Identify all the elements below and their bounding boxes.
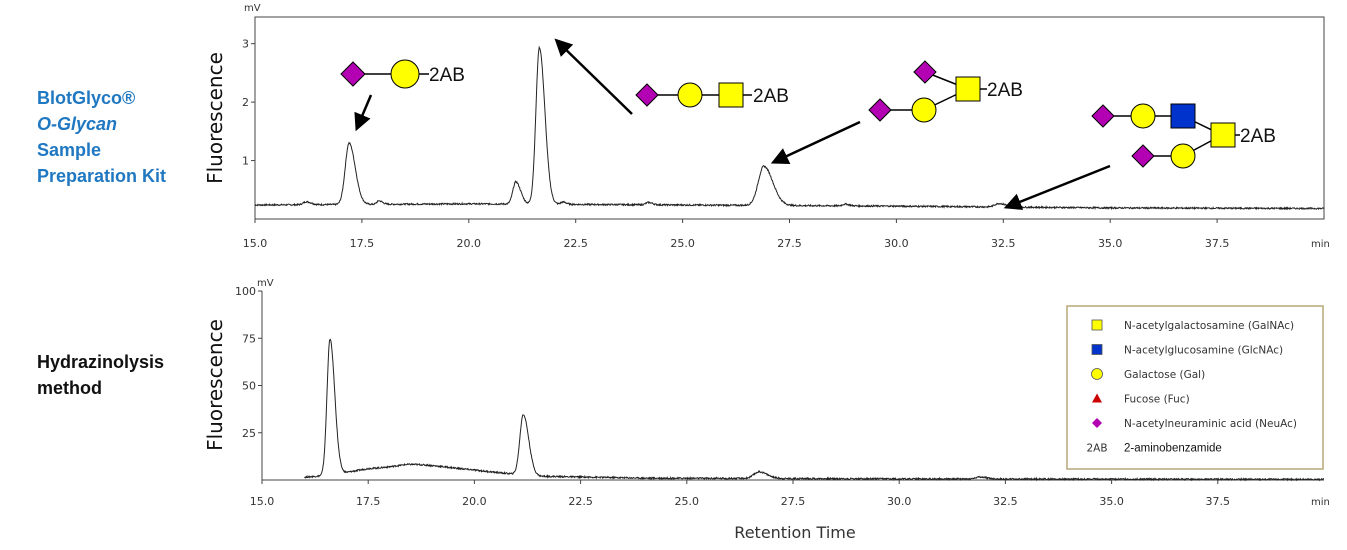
panel1-x-unit: min [1311,239,1330,250]
panel2-x-tick-label: 27.5 [781,495,806,508]
kit-name-line2: O-Glycan [37,114,118,134]
method-name-line2: method [37,378,102,398]
neuac-diamond-icon [340,61,366,87]
arrow-peak3 [770,120,861,165]
galactose-circle-icon [911,97,937,123]
glcnac-square-icon [1170,103,1196,129]
legend-label: N-acetylneuraminic acid (NeuAc) [1124,418,1297,430]
panel2-side-label: Hydrazinolysis method [37,349,164,401]
panel2-y-tick-label: 75 [242,332,256,345]
panel2-x-tick-label: 17.5 [356,495,381,508]
neuac-diamond-icon [635,83,659,107]
panel1-y-axis-label: Fluorescence [203,52,227,184]
panel1-y-tick-label: 3 [242,38,249,51]
panel2-x-tick-label: 30.0 [887,495,912,508]
panel2-x-tick-label: 32.5 [993,495,1018,508]
galactose-circle-icon [677,82,703,108]
x-axis-label: Retention Time [734,523,855,542]
panel2-x-tick-label: 20.0 [462,495,487,508]
arrow-peak1 [354,94,373,132]
glycan-4-tag: 2AB [1240,126,1276,147]
panel2-y-unit: mV [257,278,274,289]
legend-square-icon [1091,319,1103,331]
galactose-circle-icon [1130,103,1156,129]
panel2-x-tick-label: 15.0 [250,495,275,508]
legend-label: N-acetylgalactosamine (GalNAc) [1124,320,1294,332]
glycan-2-tag: 2AB [753,86,789,107]
panel1-x-tick-label: 32.5 [991,237,1016,250]
galnac-square-icon [1210,122,1236,148]
glycan-1: 2AB [340,59,465,89]
method-name-line1: Hydrazinolysis [37,352,165,372]
panel2-chart: 15.0 17.5 20.0 22.5 25.0 27.5 30.0 32.5 35.0 37.5… [203,278,1330,542]
panel1-axes: 15.0 17.5 20.0 22.5 25.0 27.5 30.0 32.5 35.0 37.5… [242,38,1229,250]
panel2-y-tick-label: 100 [235,285,256,298]
panel2-x-tick-label: 35.0 [1099,495,1124,508]
panel1-chart: 15.0 17.5 20.0 22.5 25.0 27.5 30.0 32.5 35.0 37.5… [203,3,1330,250]
galactose-circle-icon [1170,143,1196,169]
panel1-x-tick-label: 22.5 [563,237,588,250]
panel2-y-tick-label: 25 [242,427,256,440]
neuac-diamond-icon [1131,144,1155,168]
legend-label: Fucose (Fuc) [1124,394,1190,406]
kit-name-line4: Preparation Kit [37,166,167,186]
glycan-4: 2AB [1091,103,1276,169]
panel1-y-tick-label: 2 [242,96,249,109]
legend-triangle-icon [1092,393,1102,403]
legend-label: Galactose (Gal) [1124,369,1205,381]
panel1-trace [254,45,1325,211]
legend-circle-icon [1091,368,1103,380]
glycan-1-tag: 2AB [429,65,465,86]
panel1-x-tick-label: 25.0 [670,237,695,250]
panel1-x-tick-label: 20.0 [457,237,482,250]
panel1-x-tick-label: 35.0 [1098,237,1123,250]
legend-label: N-acetylglucosamine (GlcNAc) [1124,345,1283,357]
galactose-circle-icon [390,59,420,89]
neuac-diamond-icon [913,60,937,84]
panel2-y-axis-label: Fluorescence [203,319,227,451]
panel2-trace [304,338,1325,482]
glycan-2: 2AB [635,82,789,108]
panel2-x-unit: min [1311,497,1330,508]
legend-abbr: 2AB [1086,443,1107,455]
panel2-x-tick-label: 22.5 [568,495,593,508]
legend-label: 2-aminobenzamide [1124,443,1222,455]
legend-box [1066,305,1324,470]
panel1-side-label: BlotGlyco® O-Glycan Sample Preparation K… [37,85,166,189]
arrow-peak2 [554,38,633,115]
panel1-x-tick-label: 17.5 [350,237,375,250]
arrow-peak4 [1003,164,1111,210]
panel1-x-tick-label: 15.0 [243,237,268,250]
panel1-x-tick-label: 27.5 [777,237,802,250]
panel2-axes: 15.0 17.5 20.0 22.5 25.0 27.5 30.0 32.5 35.0 37.5… [235,285,1230,508]
legend-square-icon [1091,344,1103,355]
panel2-y-tick-label: 50 [242,380,256,393]
galnac-square-icon [718,82,744,108]
kit-name-line1: BlotGlyco® [37,88,136,108]
glycan-3-tag: 2AB [987,80,1023,101]
panel1-y-unit: mV [244,3,261,14]
kit-name-line3: Sample [37,140,102,160]
glycan-3: 2AB [868,60,1023,123]
neuac-diamond-icon [1091,104,1115,128]
panel1-y-tick-label: 1 [242,155,249,168]
legend-diamond-icon [1092,418,1102,428]
galnac-square-icon [955,76,981,102]
panel2-x-tick-label: 25.0 [675,495,700,508]
panel1-x-tick-label: 37.5 [1205,237,1230,250]
panel1-x-tick-label: 30.0 [884,237,909,250]
panel1-frame [254,16,1325,220]
legend: N-acetylgalactosamine (GalNAc) N-acetylgl… [1066,305,1324,470]
neuac-diamond-icon [868,98,892,122]
panel2-x-tick-label: 37.5 [1206,495,1231,508]
